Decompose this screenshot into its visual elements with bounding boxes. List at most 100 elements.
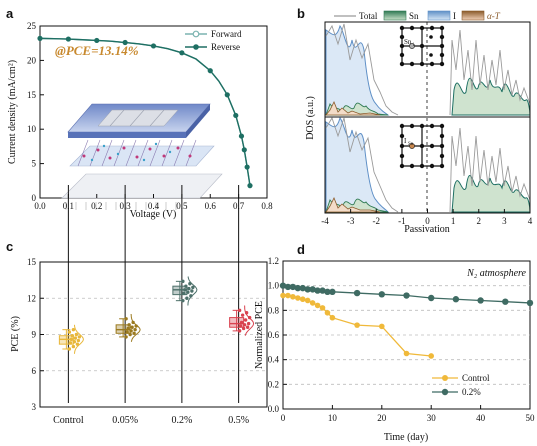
panel-d-y-axis-label: Normalized PCE [254, 301, 265, 369]
box-data-point [133, 327, 137, 332]
panel-d-x-tick-label: 40 [476, 413, 486, 423]
box-data-point [245, 325, 250, 329]
box-data-point [129, 329, 133, 333]
box-data-point [242, 323, 247, 327]
panel-d-x-tick-label: 0 [281, 413, 286, 423]
legend-treated-label: 0.2% [462, 387, 481, 397]
box-data-point [67, 330, 72, 334]
panel-a-x-axis-label: Voltage (V) [130, 209, 177, 220]
box-distribution-curve [130, 313, 141, 342]
stability-point [353, 289, 361, 297]
inset-top-label: Sn [404, 38, 412, 46]
box-data-point [181, 298, 185, 303]
dos-bottom-subplot: I Sn [325, 116, 531, 213]
panel-a-x-tick-label: 0.0 [34, 201, 46, 211]
box-data-point [124, 335, 128, 339]
reverse-point [224, 92, 230, 98]
stability-point [294, 284, 302, 292]
stability-point [324, 288, 331, 296]
stability-point [299, 296, 306, 303]
series-line-reverse [39, 37, 251, 186]
legend-forward-label: Forward [211, 29, 242, 39]
stability-point [526, 299, 534, 307]
panel-a-y-tick-label: 15 [27, 90, 37, 100]
panel-d-y-tick-label: 0.4 [268, 355, 280, 365]
panel-a-legend: Forward Reverse [185, 29, 242, 52]
stability-point [324, 310, 331, 316]
panel-d-x-tick-label: 50 [526, 413, 536, 423]
panel-a-y-tick-label: 25 [27, 21, 37, 31]
box-data-point [69, 337, 74, 342]
box-data-point [68, 341, 73, 345]
box-data-point [128, 332, 132, 337]
stability-point [354, 322, 360, 328]
panel-d-y-tick-label: 1.2 [268, 256, 279, 266]
reverse-point [94, 37, 100, 44]
panel-c-y-tick-label: 15 [27, 257, 37, 267]
panel-c-pce-boxplot: c 3 6 9 12 15 Control 0.05% 0.2% 0.5% PCE (%) [6, 185, 268, 426]
box-data-point [67, 347, 72, 351]
box-data-point [71, 327, 76, 332]
legend-reverse-label: Reverse [211, 42, 240, 52]
stability-point [304, 297, 311, 304]
stability-point [290, 293, 296, 300]
stability-point [299, 284, 306, 292]
panel-b-x-tick-label: -2 [373, 216, 381, 226]
panel-b-x-tick-label: -1 [398, 216, 406, 226]
panel-c-y-tick-label: 9 [32, 330, 37, 340]
panel-c-y-tick-label: 6 [32, 366, 37, 376]
box-data-point [246, 321, 251, 326]
panel-a-x-tick-label: 0.4 [148, 201, 160, 211]
legend-control-label: Control [462, 373, 490, 383]
box-data-point [74, 332, 79, 337]
panel-label-d: d [297, 242, 305, 257]
panel-b-y-axis-label: DOS (a.u.) [305, 96, 316, 140]
box-data-point [239, 320, 244, 325]
panel-a-y-tick-label: 20 [27, 55, 37, 65]
box-data-point [130, 325, 134, 329]
box-data-point [187, 286, 191, 291]
box-data-point [184, 284, 188, 288]
panel-a-y-tick-label: 10 [27, 124, 37, 134]
stability-point [379, 323, 385, 330]
panel-a-x-tick-label: 0.8 [261, 201, 273, 211]
panel-d-y-tick-label: 0.6 [268, 330, 280, 340]
panel-d-x-tick-label: 10 [328, 413, 338, 423]
stability-point [428, 294, 435, 302]
panel-label-b: b [297, 6, 305, 21]
panel-a-x-tick-label: 0.2 [91, 201, 102, 211]
reverse-point [150, 43, 157, 49]
reverse-point [244, 164, 250, 170]
panel-label-c: c [6, 239, 13, 254]
reverse-point [247, 183, 253, 189]
stability-point [309, 300, 316, 306]
panel-b-legend: Total Sn I α-T [334, 10, 501, 21]
legend-sn-label: Sn [409, 11, 419, 21]
box-data-point [237, 308, 242, 313]
stability-point [295, 295, 301, 301]
panel-c-y-axis-label: PCE (%) [10, 316, 21, 352]
dos-top-subplot: Sn i [325, 22, 531, 116]
box-data-point [185, 296, 189, 300]
stability-point [304, 286, 311, 293]
stability-point [319, 287, 326, 294]
reverse-point [238, 133, 245, 139]
panel-c-category-label: 0.5% [228, 415, 249, 426]
box-data-point [132, 331, 136, 335]
panel-b-x-tick-label: 3 [502, 216, 507, 226]
box-data-point [76, 338, 81, 343]
box-data-point [72, 340, 77, 344]
box-data-point [124, 317, 128, 321]
box-distribution-curve [74, 324, 84, 354]
stability-point [319, 305, 326, 311]
box-data-point [127, 323, 131, 327]
reverse-point [233, 112, 239, 119]
reverse-point [122, 39, 128, 46]
inset-bottom-sub: Sn [408, 142, 414, 147]
panel-d-y-tick-label: 0.8 [268, 305, 280, 315]
panel-b-dos: b Total Sn I α-T [297, 6, 533, 235]
device-structure-illustration [61, 103, 223, 210]
box-data-point [182, 291, 186, 296]
legend-alpha-t-label: α-T [487, 11, 501, 21]
panel-a-y-tick-label: 5 [32, 159, 37, 169]
